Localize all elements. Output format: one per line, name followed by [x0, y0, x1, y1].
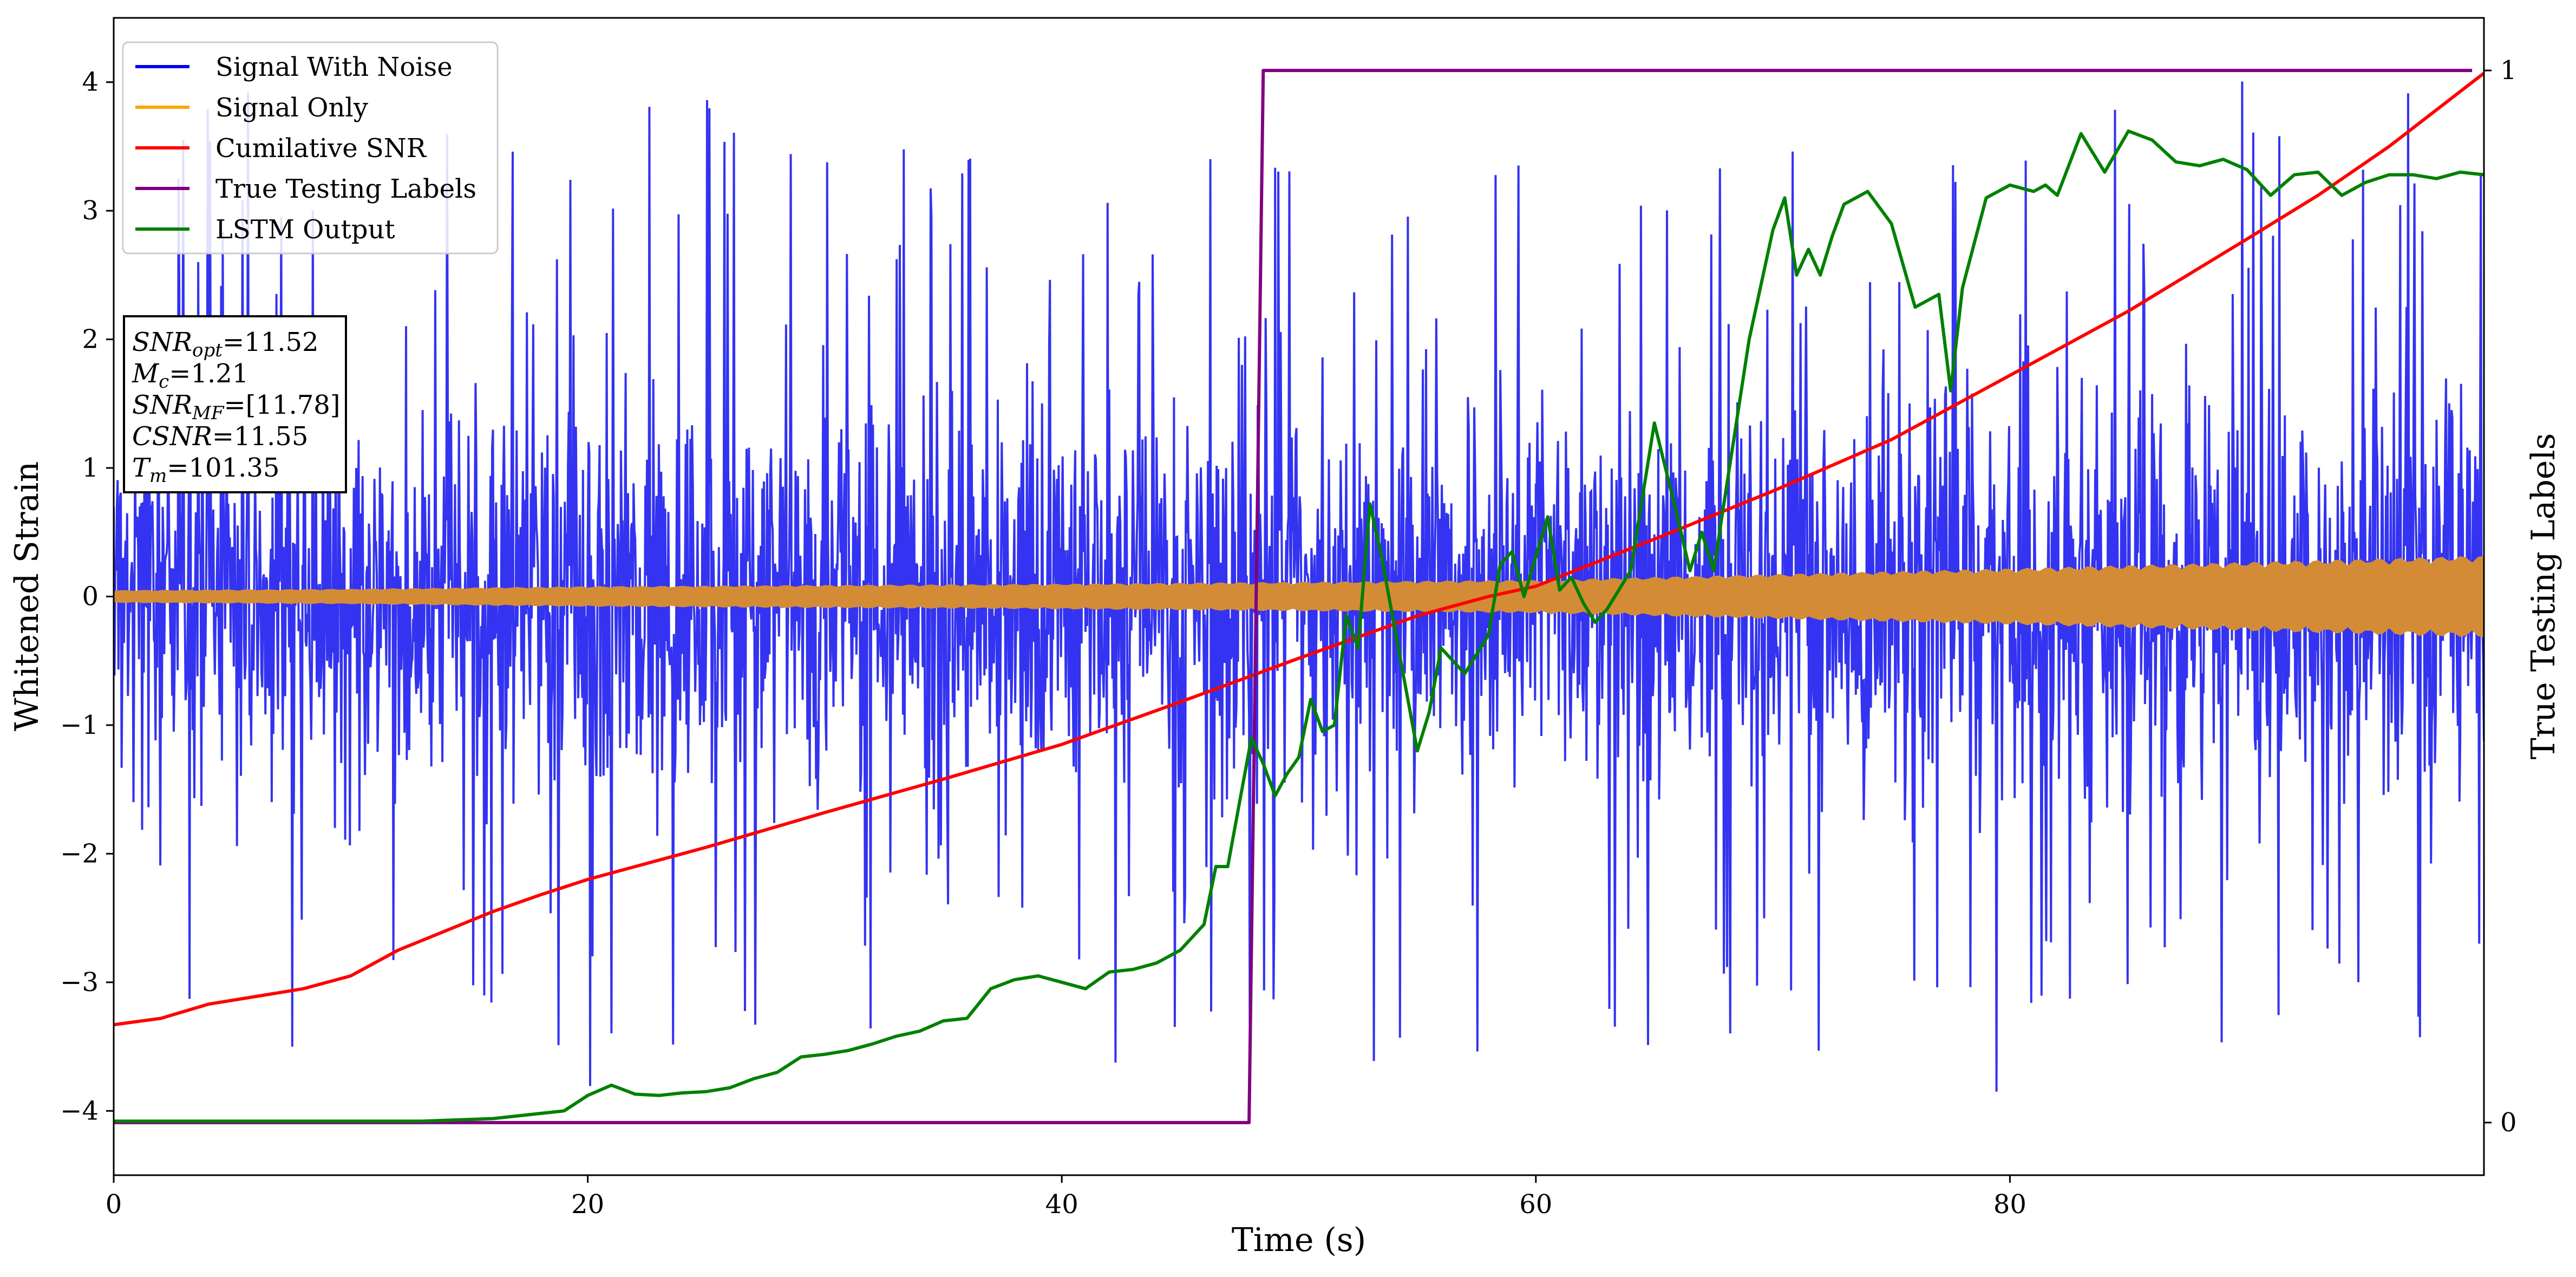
- signal-with-noise-layer: [114, 81, 2484, 1092]
- line-series-layer: [114, 69, 2484, 1124]
- x-tick-label: 80: [1993, 1189, 2026, 1220]
- legend-label: Signal With Noise: [215, 52, 453, 82]
- x-axis-label: Time (s): [1232, 1221, 1366, 1259]
- legend: Signal With Noise Signal Only Cumilative S…: [122, 41, 499, 255]
- y-axis-label-right: True Testing Labels: [2525, 433, 2562, 760]
- series-true-testing-labels: [114, 69, 2473, 1124]
- legend-box: [122, 41, 499, 255]
- y-tick-label-left: 4: [82, 67, 99, 97]
- annotation-line: Mc=1.21: [132, 359, 249, 393]
- annotation-line: CSNR=11.55: [132, 421, 308, 452]
- y-tick-label-left: 1: [82, 453, 99, 483]
- legend-label: True Testing Labels: [215, 174, 476, 204]
- legend-label: LSTM Output: [215, 214, 395, 245]
- series-lstm-output: [114, 129, 2484, 1123]
- annotation-line: SNRMF=[11.78]: [132, 390, 341, 424]
- series-signal-with-noise: [114, 81, 2484, 1092]
- x-tick-label: 20: [571, 1189, 604, 1220]
- y-tick-label-left: −1: [60, 710, 99, 740]
- y-axis-label-left: Whitened Strain: [8, 461, 46, 731]
- annotation-box: [123, 315, 347, 493]
- y-tick-label-left: −2: [60, 838, 99, 869]
- series-signal-only: [114, 556, 2484, 637]
- x-tick-label: 40: [1045, 1189, 1078, 1220]
- legend-label: Cumilative SNR: [215, 133, 427, 164]
- annotation-line: SNRopt=11.52: [132, 327, 319, 361]
- y-tick-label-left: 3: [82, 196, 99, 226]
- x-tick-label: 60: [1519, 1189, 1552, 1220]
- series-cumulative-snr: [114, 71, 2484, 1027]
- legend-label: Signal Only: [215, 93, 368, 123]
- y-tick-label-left: −4: [60, 1096, 99, 1126]
- y-tick-label-left: −3: [60, 967, 99, 998]
- signal-only-layer: [114, 556, 2484, 637]
- y-tick-label-left: 2: [82, 324, 99, 355]
- y-tick-label-left: 0: [82, 582, 99, 612]
- x-tick-label: 0: [106, 1189, 122, 1220]
- y-tick-label-right: 0: [2500, 1107, 2517, 1138]
- y-tick-label-right: 1: [2500, 55, 2517, 86]
- annotation-line: Tm=101.35: [132, 453, 279, 487]
- parameter-annotation-box: SNRopt=11.52Mc=1.21SNRMF=[11.78]CSNR=11.…: [123, 315, 347, 493]
